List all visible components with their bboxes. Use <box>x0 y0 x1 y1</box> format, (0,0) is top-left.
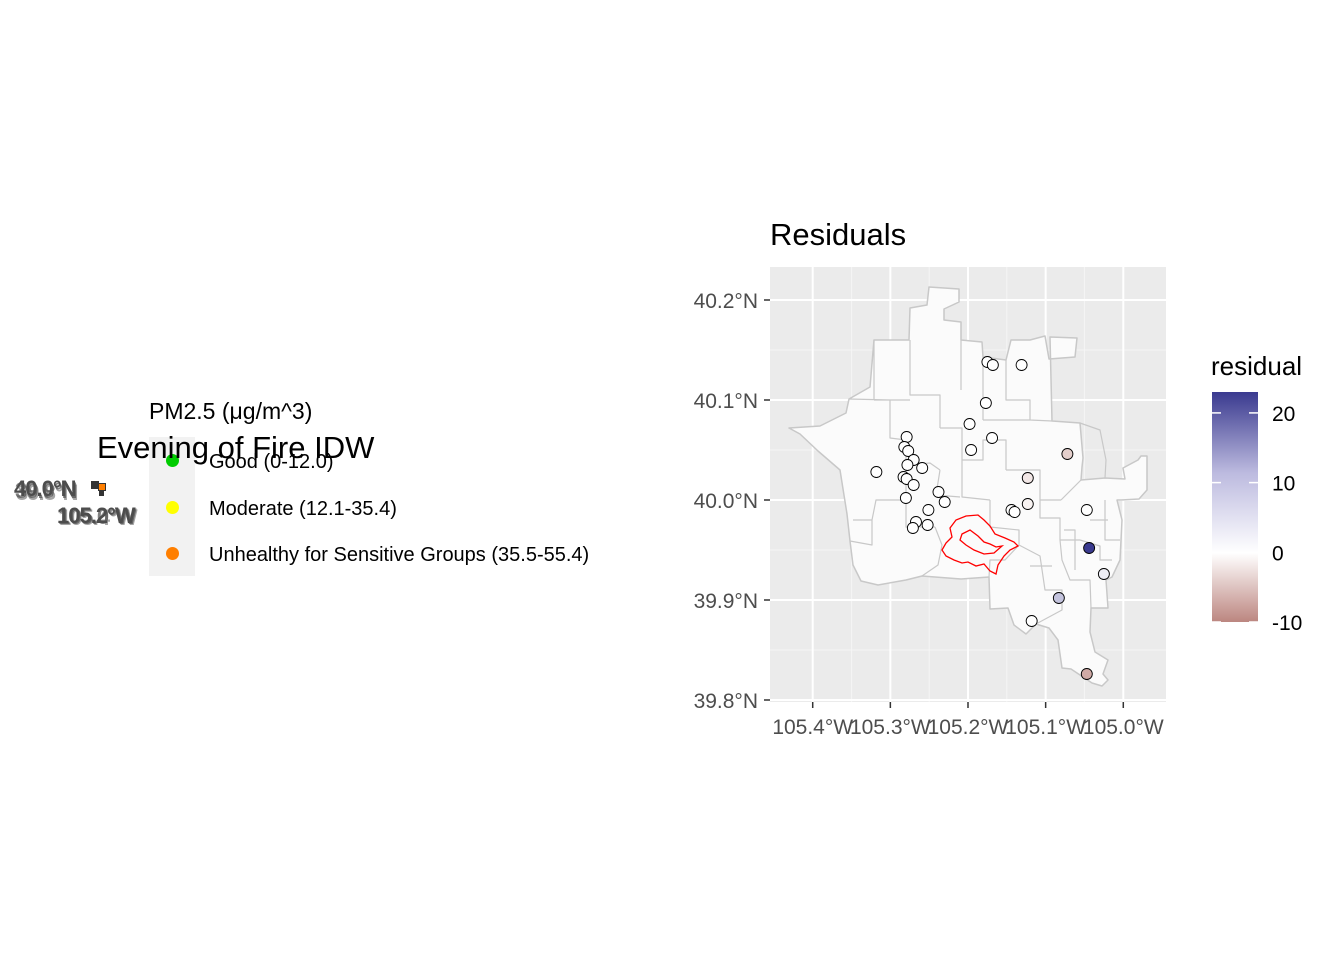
collapsed-map-panel <box>99 490 104 496</box>
residual-point <box>1080 504 1093 516</box>
residual-point <box>1008 506 1021 518</box>
colorbar-label: 0 <box>1272 542 1284 565</box>
residual-point <box>1061 448 1074 460</box>
collapsed-lon-label: 105.2°W <box>57 503 136 528</box>
collapsed-lat-label: 39.9°N <box>15 478 78 503</box>
residual-point <box>907 479 920 491</box>
collapsed-lon-label: 105.4°W <box>59 505 138 530</box>
y-tick-label: 40.2°N <box>694 290 758 313</box>
x-tick-label: 105.2°W <box>928 716 1009 739</box>
residual-point <box>1080 668 1093 680</box>
legend-key-moderate <box>166 501 179 514</box>
residual-point <box>916 462 929 474</box>
legend-label-moderate: Moderate (12.1-35.4) <box>209 498 397 520</box>
x-tick-label: 105.0°W <box>1083 716 1164 739</box>
residual-point <box>932 486 945 498</box>
colorbar-ticks: 20 10 0 -10 <box>1212 403 1302 635</box>
collapsed-lon-label: 105.0°W <box>58 504 137 529</box>
residual-point <box>906 522 919 534</box>
x-tick-label: 105.3°W <box>850 716 931 739</box>
residual-point <box>1025 615 1038 627</box>
colorbar-label: 10 <box>1272 473 1295 496</box>
county-outline <box>788 286 1148 687</box>
collapsed-lat-label: 40.0°N <box>14 476 77 501</box>
residual-point <box>938 496 951 508</box>
residual-point <box>921 519 934 531</box>
legend-key-usg <box>166 547 179 560</box>
residual-point <box>922 504 935 516</box>
idw-title: Evening of Fire IDW <box>97 430 375 465</box>
residual-colorbar <box>1212 392 1258 622</box>
legend-label-usg: Unhealthy for Sensitive Groups (35.5-55.… <box>209 544 590 566</box>
collapsed-map-panel <box>91 481 99 489</box>
y-tick-label: 39.9°N <box>694 590 758 613</box>
residual-point <box>986 432 999 444</box>
residual-point <box>902 445 915 457</box>
y-tick-label: 40.0°N <box>694 490 758 513</box>
residual-point <box>1083 542 1096 554</box>
y-tick-label: 39.8°N <box>694 690 758 713</box>
colorbar-label: 20 <box>1272 403 1295 426</box>
residuals-title: Residuals <box>770 217 906 252</box>
x-tick-label: 105.1°W <box>1005 716 1086 739</box>
residual-legend-title: residual <box>1211 351 1302 381</box>
residual-point <box>1021 498 1034 510</box>
residual-point <box>900 431 913 443</box>
legend-label-good: Good (0-12.0) <box>209 451 334 473</box>
colorbar-label: -10 <box>1272 612 1302 635</box>
residual-point <box>963 418 976 430</box>
fire-perimeter <box>941 514 1020 575</box>
residual-point <box>1052 592 1065 604</box>
residual-point <box>1015 359 1028 371</box>
residual-point <box>1097 568 1110 580</box>
residual-point <box>979 397 992 409</box>
residual-point <box>901 459 914 471</box>
residual-point <box>899 492 912 504</box>
residual-point <box>1021 472 1034 484</box>
residual-points <box>870 356 1110 680</box>
residual-point <box>870 466 883 478</box>
pm25-legend-title: PM2.5 (μg/m^3) <box>149 398 313 424</box>
collapsed-lat-label: 39.8°N <box>16 480 79 505</box>
x-tick-label: 105.4°W <box>772 716 853 739</box>
legend-key-good <box>166 454 179 467</box>
residual-point <box>965 444 978 456</box>
y-axis: 39.8°N 39.9°N 40.0°N 40.1°N 40.2°N <box>694 290 770 713</box>
y-tick-label: 40.1°N <box>694 390 758 413</box>
residual-point <box>986 359 999 371</box>
